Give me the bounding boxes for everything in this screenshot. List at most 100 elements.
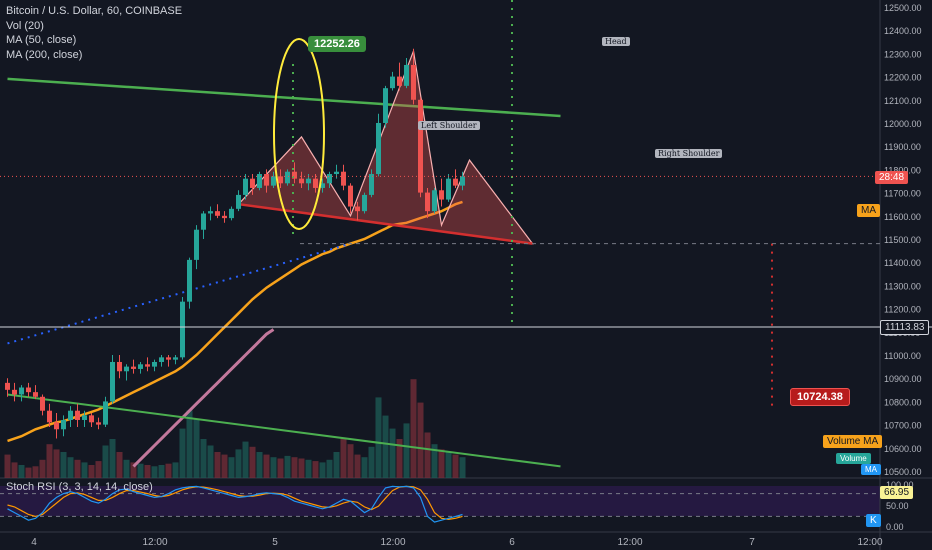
rsi-tick-label: 0.00 [886, 522, 904, 532]
candle-body [82, 415, 87, 420]
volume-bar [179, 428, 186, 478]
volume-label: Volume [836, 453, 871, 464]
candle-body [271, 176, 276, 186]
crosshair-price-label: 11113.83 [880, 320, 930, 335]
volume-bar [438, 449, 445, 478]
candle-body [159, 357, 164, 362]
price-tick-label: 11400.00 [884, 258, 921, 268]
rsi-value-label: 66.95 [880, 486, 914, 499]
chart-legend: Bitcoin / U.S. Dollar, 60, COINBASE Vol … [6, 4, 182, 62]
candle-body [285, 171, 290, 184]
candle-body [439, 190, 444, 200]
price-tick-label: 10500.00 [884, 467, 922, 477]
candle-body [89, 415, 94, 423]
volume-bar [88, 465, 95, 478]
candle-body [166, 357, 171, 360]
price-tick-label: 10800.00 [884, 397, 922, 407]
time-tick-label: 12:00 [617, 537, 642, 548]
candle-body [257, 174, 262, 188]
price-tick-label: 11300.00 [884, 281, 921, 291]
volume-bar [228, 457, 235, 478]
volume-bar [326, 459, 333, 478]
candle-body [61, 419, 66, 430]
volume-bar [74, 459, 81, 478]
price-tick-label: 11500.00 [884, 235, 921, 245]
candle-body [26, 387, 31, 393]
volume-bar [382, 415, 389, 478]
vol-ma-small-label: MA [861, 464, 881, 475]
candle-body [33, 392, 38, 397]
candle-body [187, 259, 192, 302]
candle-body [222, 215, 227, 219]
price-tick-label: 11000.00 [884, 351, 921, 361]
candle-body [404, 64, 409, 86]
volume-bar [214, 452, 221, 478]
candle-body [124, 366, 129, 372]
target-callout: 10724.38 [790, 388, 850, 406]
price-tick-label: 12400.00 [884, 26, 922, 36]
ma50-legend: MA (50, close) [6, 34, 77, 46]
volume-bar [375, 397, 382, 478]
volume-bar [207, 445, 214, 478]
candle-body [397, 76, 402, 86]
rsi-tick-label: 100.00 [886, 480, 914, 490]
time-tick-label: 6 [509, 537, 515, 548]
candle-body [453, 178, 458, 186]
volume-bar [424, 432, 431, 478]
volume-bar [256, 452, 263, 478]
volume-bar [277, 458, 284, 478]
support-trendline [7, 393, 561, 468]
volume-bar [298, 458, 305, 478]
volume-bar [389, 428, 396, 478]
volume-bar [333, 452, 340, 478]
time-tick-label: 12:00 [380, 537, 405, 548]
symbol-title: Bitcoin / U.S. Dollar, 60, COINBASE [6, 5, 183, 17]
left-shoulder-label: Left Shoulder [418, 121, 480, 130]
candle-body [208, 211, 213, 214]
volume-bar [67, 457, 74, 478]
volume-bar [445, 452, 452, 478]
projection-dotted-line [7, 242, 351, 345]
volume-bar [46, 444, 53, 478]
rsi-tick-label: 50.00 [886, 501, 909, 511]
candle-body [411, 64, 416, 100]
volume-bar [221, 454, 228, 478]
price-tick-label: 10600.00 [884, 444, 922, 454]
candle-body [320, 183, 325, 188]
volume-bar [137, 463, 144, 478]
candle-body [173, 357, 178, 360]
volume-bar [242, 441, 249, 478]
price-axis [880, 0, 932, 550]
candle-body [376, 122, 381, 175]
candle-body [201, 213, 206, 230]
candle-body [243, 178, 248, 195]
volume-bar [186, 410, 193, 478]
vol-legend: Vol (20) [6, 19, 44, 32]
volume-bar [396, 439, 403, 478]
head-shoulders-pattern [237, 48, 534, 245]
rsi-d-line [7, 485, 463, 521]
candle-body [5, 382, 10, 390]
candle-body [348, 185, 353, 207]
volume-bar [109, 439, 116, 478]
candle-body [145, 364, 150, 367]
candle-body [110, 361, 115, 402]
rsi-band [0, 486, 880, 516]
volume-bar [172, 462, 179, 478]
volume-bar [263, 454, 270, 478]
volume-bar [151, 466, 158, 478]
candle-body [369, 174, 374, 195]
candle-body [215, 211, 220, 216]
candle-body [180, 301, 185, 358]
time-tick-label: 12:00 [142, 537, 167, 548]
volume-bar [235, 449, 242, 478]
ma200-line [132, 328, 275, 468]
volume-bar [200, 439, 207, 478]
volume-bar [403, 423, 410, 478]
volume-bar [11, 462, 18, 478]
volume-bar [123, 459, 130, 478]
head-label: Head [602, 37, 630, 46]
candle-body [236, 194, 241, 209]
price-tick-label: 12200.00 [884, 73, 922, 83]
